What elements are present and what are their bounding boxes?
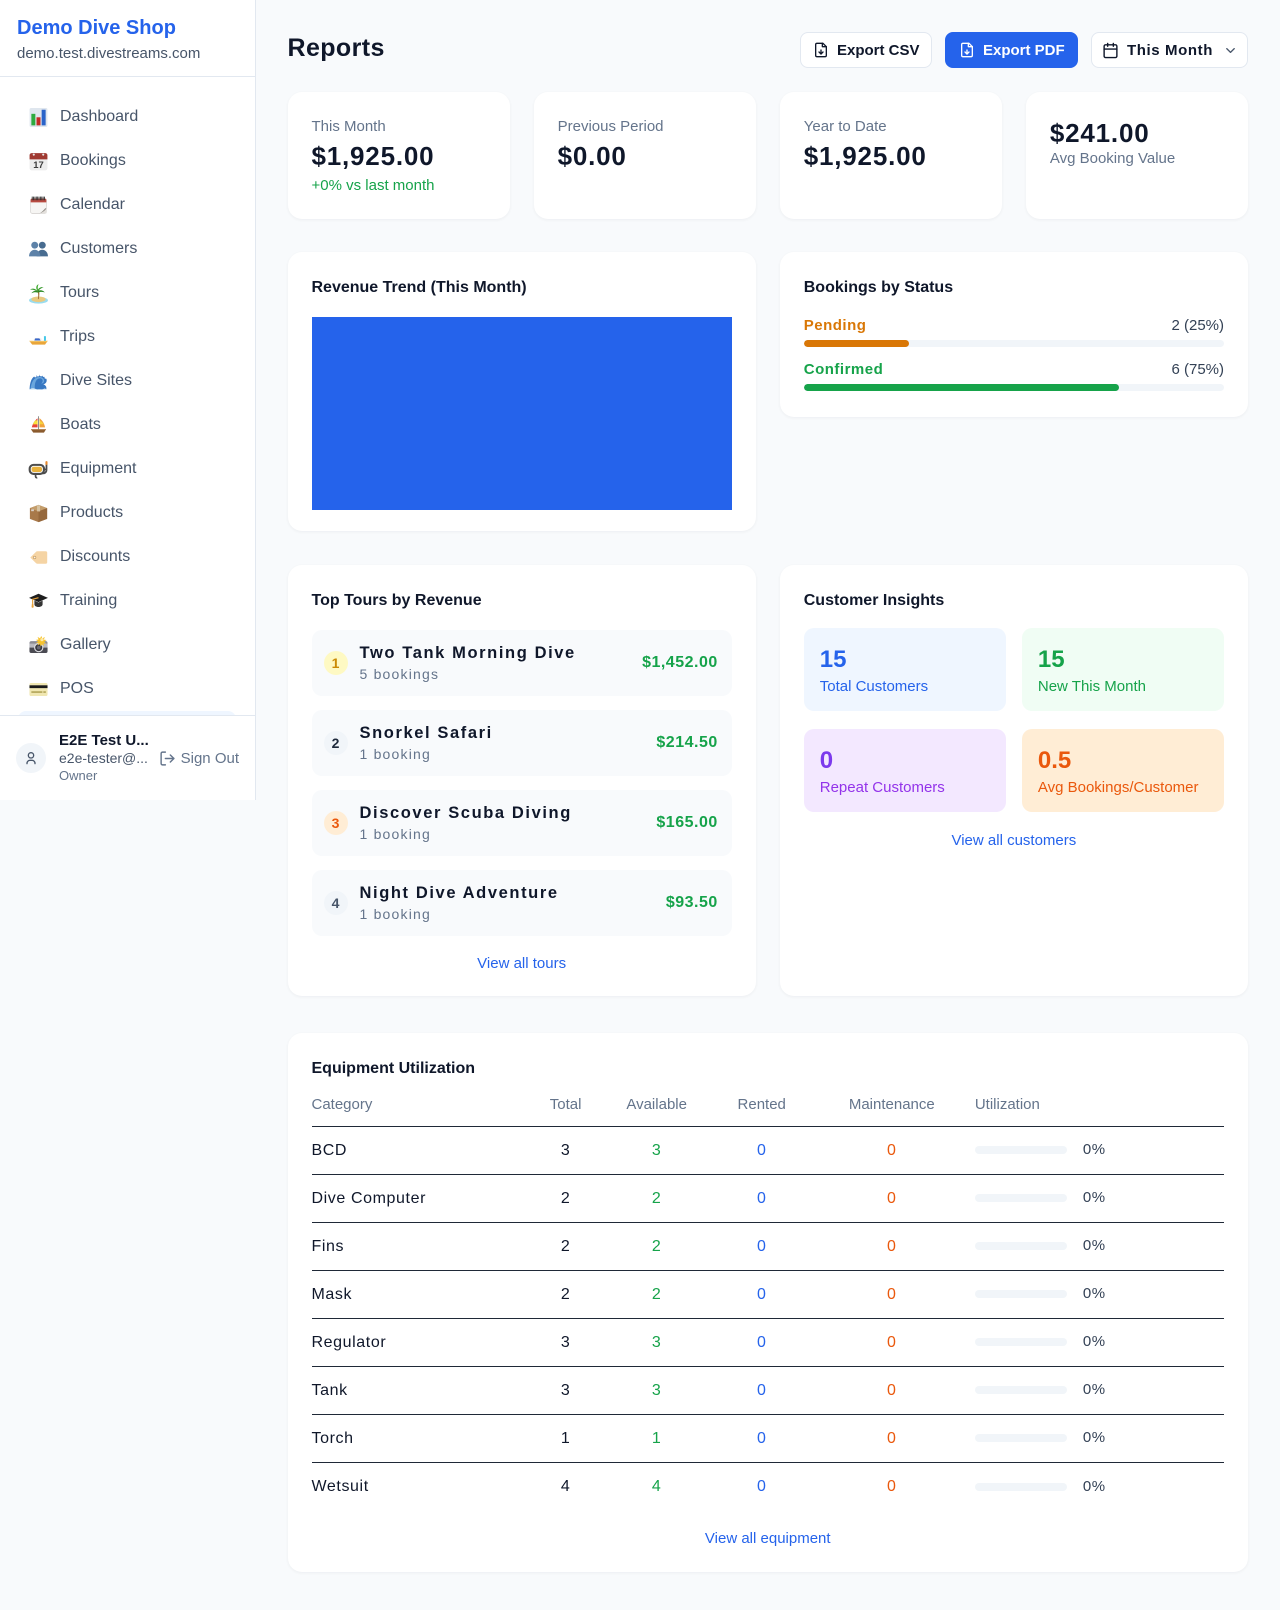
svg-text:17: 17 bbox=[33, 159, 44, 170]
